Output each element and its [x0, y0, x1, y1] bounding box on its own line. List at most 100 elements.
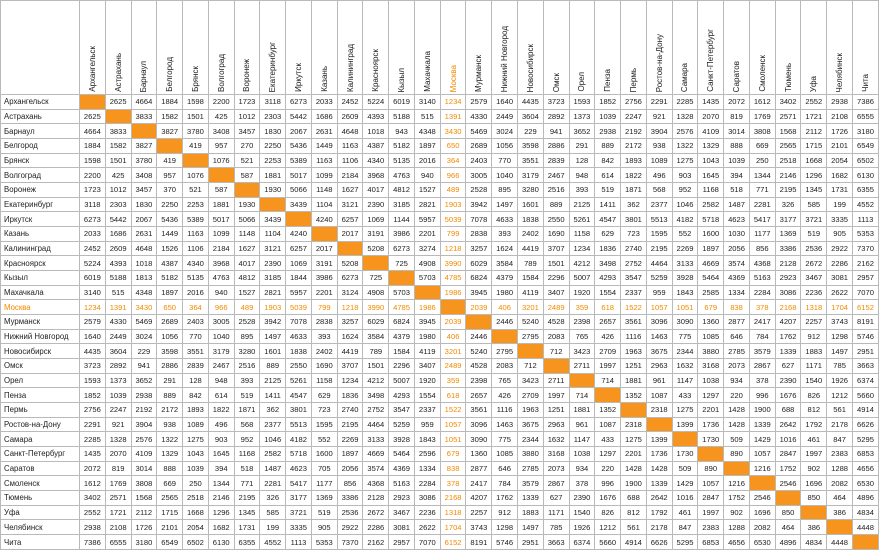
distance-cell: 1163	[182, 226, 209, 242]
distance-cell: 948	[568, 167, 596, 184]
distance-cell: 1218	[336, 299, 364, 316]
distance-cell: 1601	[517, 196, 544, 213]
distance-cell: 1104	[259, 226, 287, 242]
distance-cell: 1871	[620, 182, 647, 198]
distance-cell: 199	[259, 519, 287, 536]
distance-cell: 2281	[259, 475, 287, 492]
distance-cell: 4017	[233, 255, 261, 272]
distance-cell: 1881	[568, 402, 596, 418]
distance-cell: 1676	[774, 387, 802, 404]
distance-cell: 2740	[620, 240, 647, 257]
distance-cell: 2642	[645, 490, 673, 506]
distance-cell: 3185	[388, 196, 415, 213]
distance-cell: 2546	[748, 490, 776, 506]
row-label: Барнаул	[0, 123, 80, 140]
distance-cell: 3945	[465, 284, 493, 301]
distance-cell: 2839	[182, 358, 209, 374]
table-row: Архангельск 2625 4664 1884 1598 2200 1723 3118 6…	[0, 94, 879, 110]
distance-cell: 850	[774, 504, 802, 521]
distance-cell: 6555	[851, 108, 879, 125]
distance-cell: 464	[826, 490, 853, 506]
distance-cell: 2296	[542, 270, 570, 286]
distance-cell: 7386	[851, 94, 879, 110]
distance-cell: 952	[233, 431, 261, 448]
distance-cell: 1526	[156, 240, 184, 257]
distance-cell: 934	[723, 372, 750, 389]
distance-cell: 4656	[723, 534, 750, 550]
distance-cell: 3723	[79, 358, 106, 374]
distance-cell: 1076	[207, 152, 235, 169]
distance-cell: 3968	[207, 255, 235, 272]
column-header: Санкт-Петербург	[697, 0, 725, 95]
table-row: Смоленск 1612 1769 3808 669 250 1344 771 2281 541…	[0, 475, 879, 492]
distance-cell: 2033	[310, 94, 338, 110]
distance-cell: 3833	[104, 123, 132, 140]
distance-cell: 1540	[800, 372, 828, 389]
distance-cell: 5442	[285, 108, 312, 125]
distance-cell: 2192	[130, 402, 158, 418]
row-label: Воронеж	[0, 182, 80, 198]
row-label: Нижний Новгород	[0, 328, 80, 345]
distance-cell: 966	[439, 167, 467, 184]
distance-cell: 4109	[130, 446, 158, 462]
distance-cell: 1883	[517, 504, 544, 521]
distance-cell: 1752	[723, 490, 750, 506]
distance-cell: 128	[182, 372, 209, 389]
distance-cell: 6257	[285, 240, 312, 257]
distance-cell: 359	[568, 299, 596, 316]
distance-cell: 1632	[542, 431, 570, 448]
distance-cell: 1057	[439, 416, 467, 433]
distance-cell: 1144	[388, 211, 415, 228]
distance-cell: 3928	[671, 270, 699, 286]
column-header: Челябинск	[826, 0, 853, 95]
distance-cell: 1275	[671, 402, 699, 418]
row-label: Красноярск	[0, 255, 80, 272]
distance-cell: 1920	[568, 284, 596, 301]
distance-cell: 1980	[413, 328, 441, 345]
distance-cell: 2571	[774, 108, 802, 125]
distance-cell: 1463	[645, 328, 673, 345]
distance-cell: 5464	[388, 446, 415, 462]
distance-cell: 812	[620, 504, 647, 521]
diagonal-cell	[697, 446, 725, 462]
distance-cell: 1411	[259, 387, 287, 404]
distance-cell: 957	[207, 138, 235, 154]
distance-cell: 6853	[851, 446, 879, 462]
distance-cell: 1177	[748, 226, 776, 242]
distance-cell: 1897	[697, 240, 725, 257]
distance-cell: 378	[439, 475, 467, 492]
distance-cell: 5353	[310, 534, 338, 550]
distance-cell: 2756	[79, 402, 106, 418]
distance-cell: 712	[517, 358, 544, 374]
distance-cell: 847	[826, 431, 853, 448]
distance-cell: 1645	[207, 446, 235, 462]
distance-cell: 1736	[697, 416, 725, 433]
distance-cell: 1428	[723, 416, 750, 433]
distance-cell: 2467	[207, 358, 235, 374]
distance-cell: 819	[104, 460, 132, 477]
distance-cell: 425	[207, 108, 235, 125]
distance-cell: 3986	[310, 270, 338, 286]
distance-cell: 3675	[645, 343, 673, 360]
distance-cell: 1721	[800, 108, 828, 125]
distance-cell: 1522	[439, 402, 467, 418]
distance-cell: 1624	[491, 240, 519, 257]
distance-cell: 3140	[79, 284, 106, 301]
distance-cell: 1723	[79, 182, 106, 198]
distance-cell: 784	[491, 475, 519, 492]
distance-cell: 5513	[645, 211, 673, 228]
distance-cell: 4182	[285, 431, 312, 448]
distance-cell: 1926	[568, 519, 596, 536]
distance-cell: 2017	[310, 240, 338, 257]
distance-cell: 585	[259, 504, 287, 521]
distance-cell: 3423	[517, 372, 544, 389]
distance-cell: 3014	[130, 460, 158, 477]
distance-cell: 2269	[336, 431, 364, 448]
distance-cell: 1900	[620, 475, 647, 492]
column-header: Казань	[310, 0, 338, 95]
column-label: Пермь	[628, 67, 638, 92]
distance-cell: 2518	[182, 490, 209, 506]
distance-cell: 3663	[851, 358, 879, 374]
diagonal-cell	[826, 519, 853, 536]
distance-cell: 5389	[182, 211, 209, 228]
